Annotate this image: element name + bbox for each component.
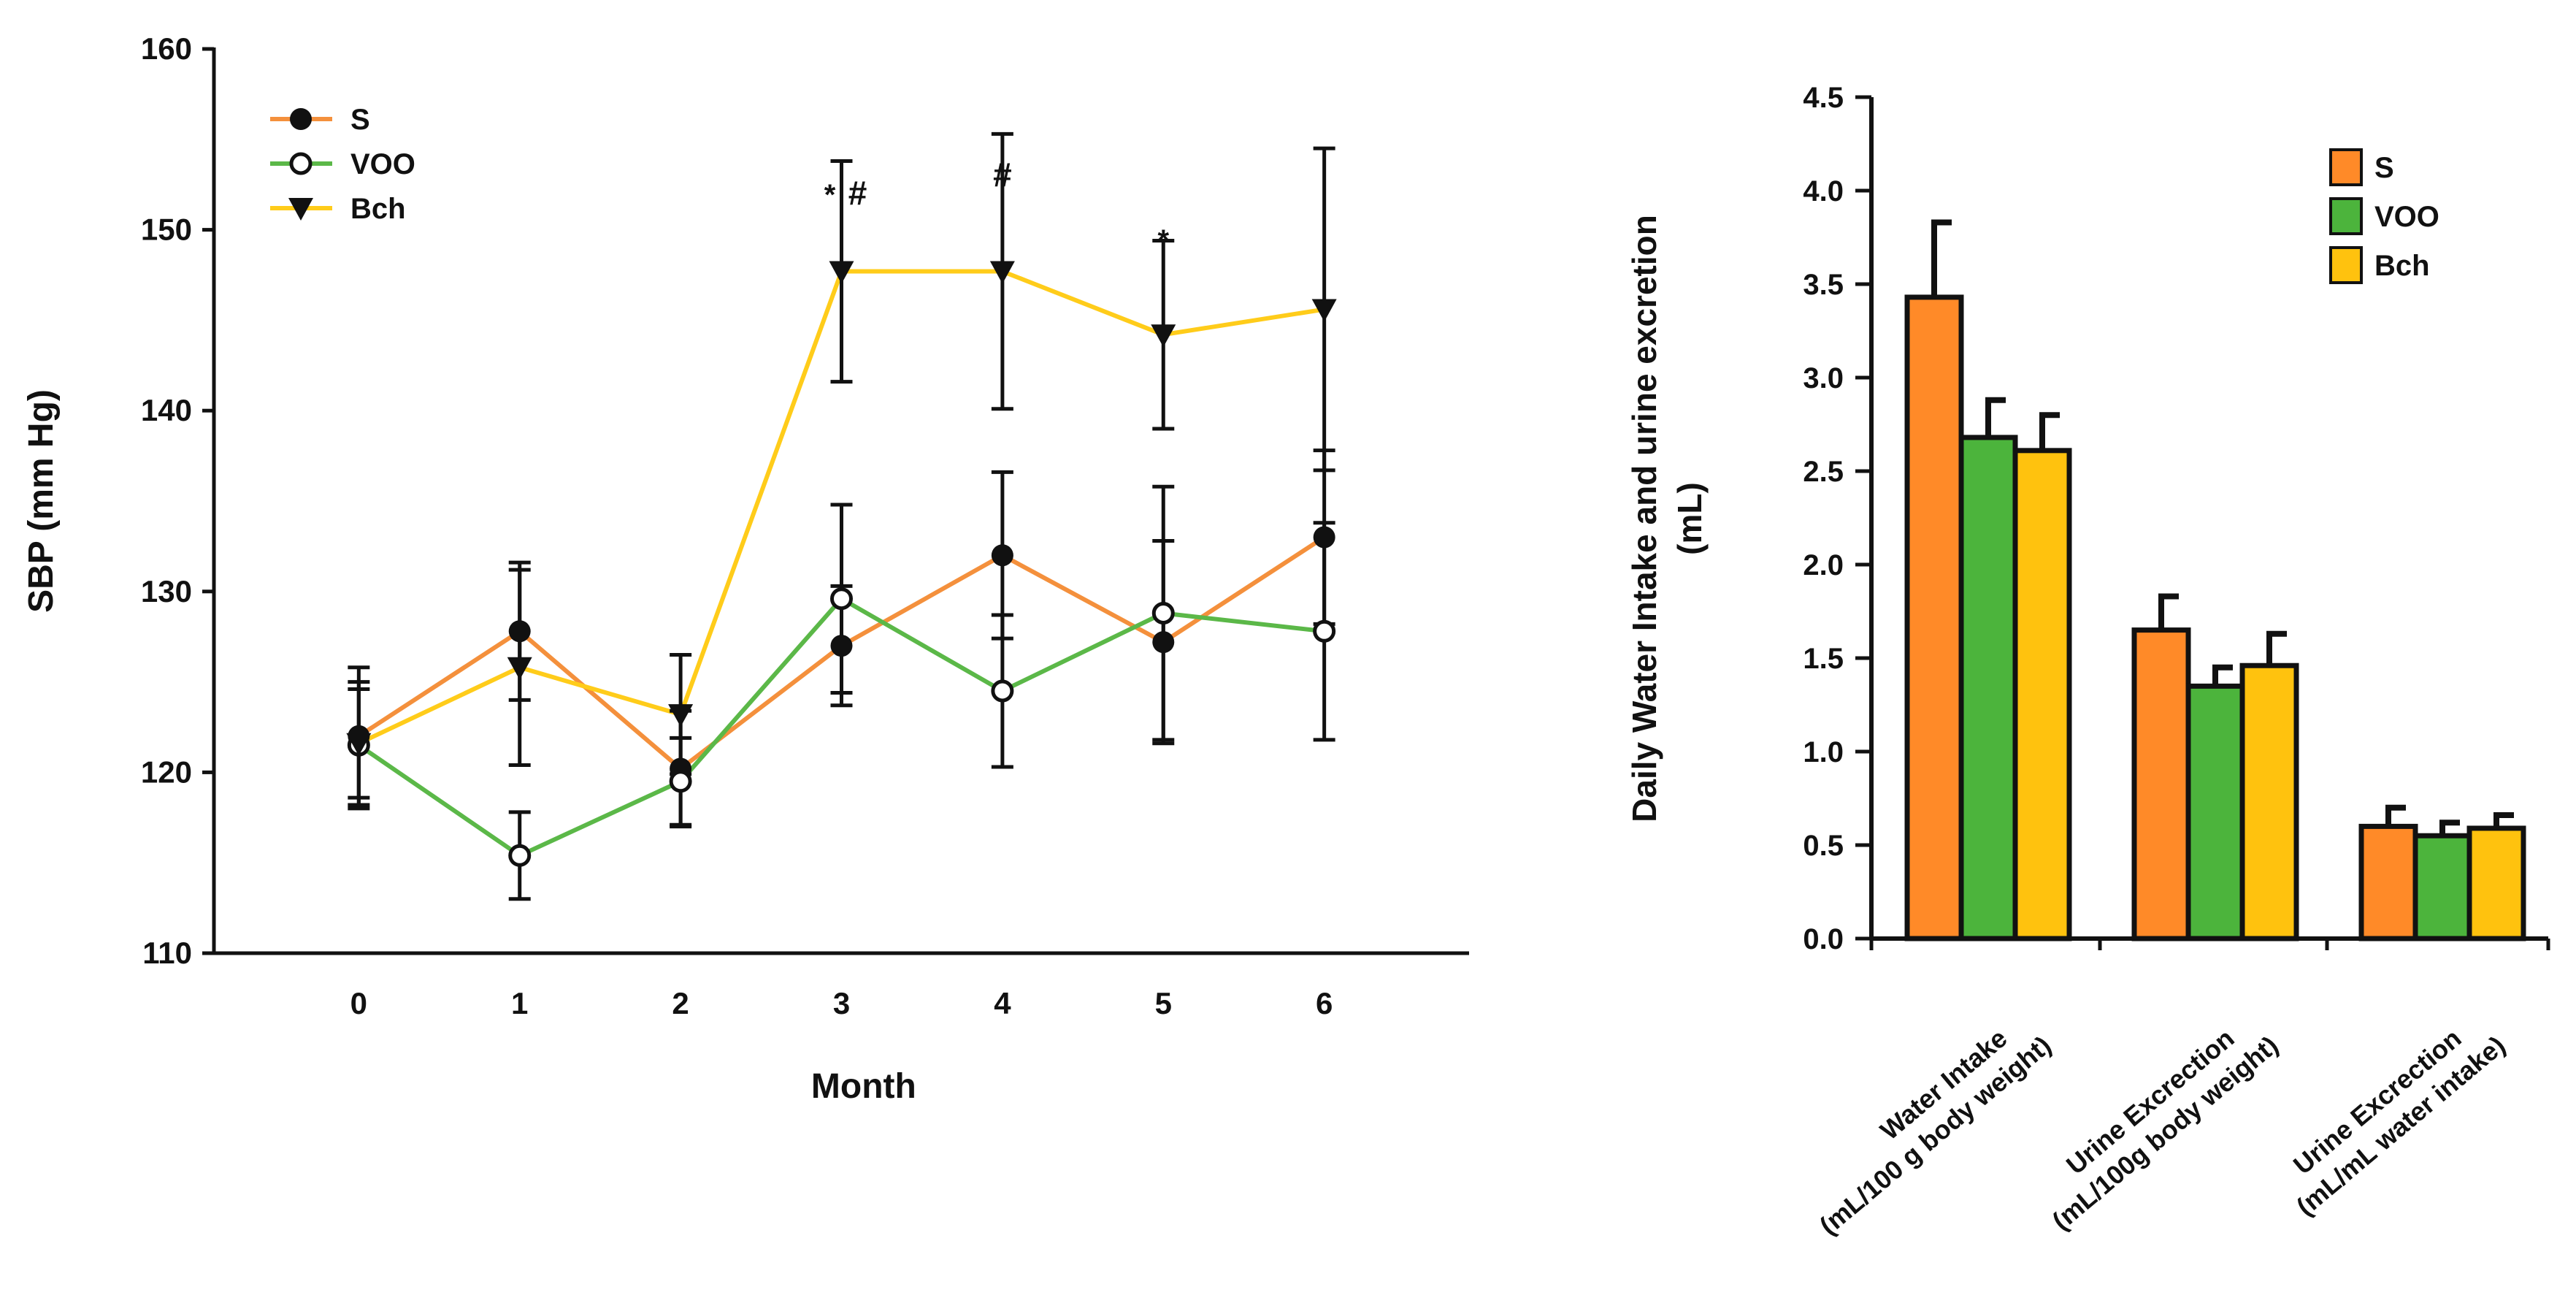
x-tick-label: 3 (833, 986, 850, 1020)
significance-annotation: # (848, 174, 867, 212)
y-axis-label: SBP (mm Hg) (22, 389, 61, 613)
legend-swatch-s (2329, 148, 2363, 186)
x-axis-label: Month (811, 1067, 916, 1106)
data-point-s (508, 620, 531, 643)
bar-voo (2185, 683, 2245, 941)
data-point-voo (508, 844, 532, 867)
data-point-bch (989, 261, 1015, 284)
bar-s (2358, 823, 2418, 941)
x-category-label: Urine Excrection(mL/100g body weight) (2025, 1004, 2284, 1236)
data-point-bch (1311, 299, 1337, 322)
data-point-voo (830, 587, 853, 611)
y-tick-label: 160 (141, 31, 192, 66)
y-tick-label: 2.5 (1803, 456, 1844, 488)
data-point-s (830, 635, 853, 657)
bar-bch (2239, 662, 2299, 941)
data-point-s (1152, 631, 1175, 654)
data-point-bch (346, 733, 372, 756)
y-tick-label: 140 (141, 393, 192, 427)
x-category-label-line: (mL/100g body weight) (2047, 1030, 2284, 1236)
significance-annotation: * (1157, 224, 1169, 256)
x-category-label: Water Intake(mL/100 g body weight) (1792, 1004, 2056, 1241)
significance-annotation: * (824, 179, 836, 211)
data-point-bch (1151, 324, 1176, 348)
x-category-label: Urine Excrection(mL/mL water intake) (2269, 1004, 2510, 1222)
y-axis-label-line: (mL) (1671, 482, 1709, 555)
legend-label: VOO (350, 148, 415, 180)
legend-label: S (2374, 152, 2394, 184)
data-point-s (991, 544, 1013, 567)
sbp-line-chart: 110 120 130 140 150 160 0 1 2 3 4 5 6 Month SBP (mm Hg… (22, 31, 1469, 1106)
data-point-voo (1151, 602, 1175, 625)
significance-annotation: # (993, 156, 1012, 194)
data-point-bch (507, 657, 532, 680)
data-point-voo (669, 770, 692, 793)
y-tick-label: 150 (141, 213, 192, 247)
y-tick-label: 120 (141, 755, 192, 789)
x-tick-label: 4 (994, 986, 1011, 1020)
bar-s (1904, 294, 1964, 941)
x-tick-label: 2 (672, 986, 689, 1020)
x-category-label-line: (mL/100 g body weight) (1814, 1030, 2057, 1241)
data-point-bch (668, 704, 694, 727)
legend-swatch-voo (2329, 197, 2363, 235)
y-axis-label-line: Daily Water Intake and urine excretion (1625, 215, 1663, 822)
x-tick-label: 5 (1155, 986, 1172, 1020)
y-tick-label: 3.5 (1803, 269, 1844, 301)
data-point-voo (991, 679, 1014, 703)
bar-s (2131, 627, 2191, 941)
y-tick-label: 1.0 (1803, 736, 1844, 768)
x-tick-label: 0 (350, 986, 367, 1020)
x-tick-label: 6 (1316, 986, 1333, 1020)
legend-label: S (350, 104, 370, 136)
y-tick-label: 0.0 (1803, 923, 1844, 955)
data-point-bch (829, 261, 854, 284)
y-tick-label: 2.0 (1803, 549, 1844, 581)
y-tick-label: 0.5 (1803, 830, 1844, 862)
x-category-label-line: (mL/mL water intake) (2291, 1030, 2511, 1221)
y-tick-label: 130 (141, 574, 192, 608)
y-axis-label: Daily Water Intake and urine excretion (m… (1625, 215, 1709, 822)
bar-bch (2466, 825, 2526, 941)
bar-voo (1958, 435, 2018, 941)
y-tick-label: 3.0 (1803, 362, 1844, 394)
y-tick-label: 4.5 (1803, 82, 1844, 114)
legend-marker-s (290, 108, 312, 130)
data-point-voo (1313, 619, 1336, 643)
y-tick-label: 1.5 (1803, 643, 1844, 675)
legend-marker-bch (288, 198, 313, 221)
legend-label: Bch (350, 193, 406, 225)
bar-voo (2412, 833, 2472, 941)
x-tick-label: 1 (511, 986, 528, 1020)
legend-label: VOO (2374, 201, 2439, 233)
legend-marker-voo (289, 152, 313, 175)
bar-bch (2012, 448, 2072, 941)
legend-label: Bch (2374, 250, 2430, 282)
legend-swatch-bch (2329, 246, 2363, 284)
data-point-s (1313, 526, 1335, 549)
water-urine-bar-chart: 0.0 0.5 1.0 1.5 2.0 2.5 3.0 3.5 4.0 4.5 Daily Wate… (1625, 82, 2550, 1241)
y-tick-label: 110 (142, 936, 192, 970)
y-tick-label: 4.0 (1803, 175, 1844, 207)
